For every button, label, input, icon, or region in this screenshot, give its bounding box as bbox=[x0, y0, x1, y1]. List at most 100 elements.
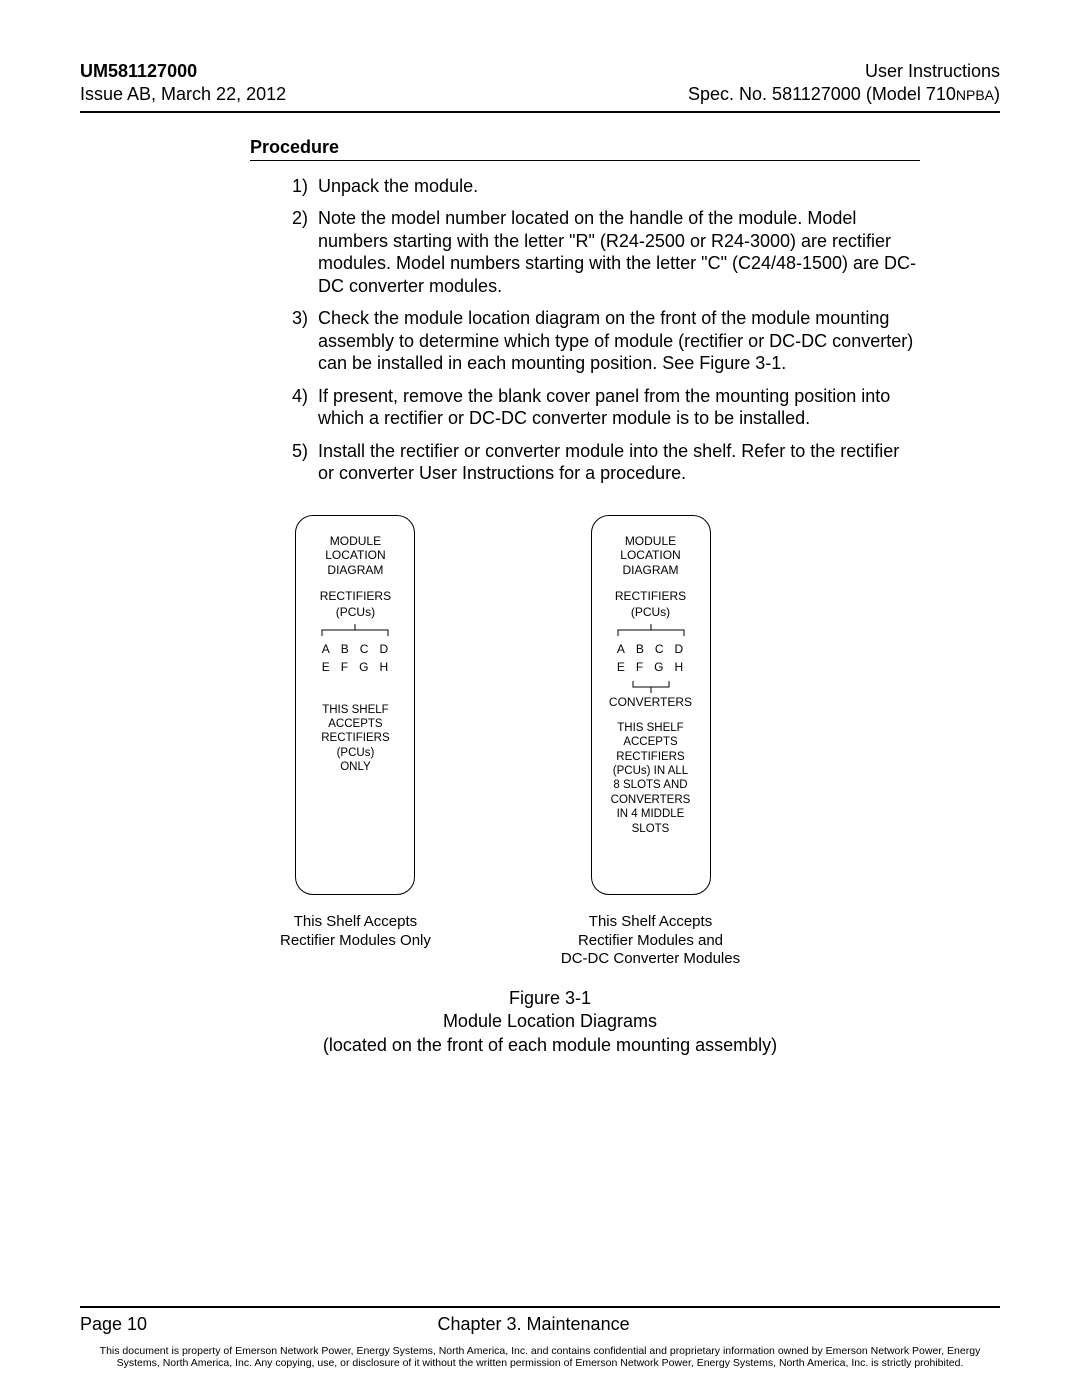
section-heading: Procedure bbox=[250, 137, 920, 161]
page: UM581127000 Issue AB, March 22, 2012 Use… bbox=[0, 0, 1080, 1397]
slot: A bbox=[322, 642, 331, 656]
panel-header-line: LOCATION bbox=[620, 548, 680, 562]
panel-header-line: MODULE bbox=[325, 534, 385, 548]
right-panel-column: MODULE LOCATION DIAGRAM RECTIFIERS (PCUs… bbox=[561, 515, 740, 969]
figure-caption: Figure 3-1 Module Location Diagrams (loc… bbox=[230, 987, 870, 1057]
slot: A bbox=[617, 642, 626, 656]
spec-suffix: ) bbox=[994, 84, 1000, 104]
slot-row-2: E F G H bbox=[322, 660, 389, 674]
accepts-line: CONVERTERS bbox=[611, 793, 691, 807]
slot: E bbox=[322, 660, 331, 674]
panel-header-line: LOCATION bbox=[325, 548, 385, 562]
rectifiers-label: RECTIFIERS bbox=[320, 589, 391, 603]
procedure-step: 2) Note the model number located on the … bbox=[280, 207, 920, 297]
step-text: Unpack the module. bbox=[318, 175, 920, 198]
accepts-line: THIS SHELF bbox=[611, 721, 691, 735]
panel-header: MODULE LOCATION DIAGRAM bbox=[620, 534, 680, 577]
caption-line: Rectifier Modules Only bbox=[280, 932, 431, 951]
accepts-line: ACCEPTS bbox=[611, 735, 691, 749]
doc-type: User Instructions bbox=[688, 60, 1000, 83]
accepts-text: THIS SHELF ACCEPTS RECTIFIERS (PCUs) IN … bbox=[611, 721, 691, 836]
slot: C bbox=[655, 642, 665, 656]
accepts-line: ONLY bbox=[321, 760, 389, 774]
pcus-label: (PCUs) bbox=[336, 605, 375, 619]
accepts-line: RECTIFIERS bbox=[321, 731, 389, 745]
page-header: UM581127000 Issue AB, March 22, 2012 Use… bbox=[80, 60, 1000, 107]
panel-header-line: DIAGRAM bbox=[325, 563, 385, 577]
accepts-line: IN 4 MIDDLE bbox=[611, 807, 691, 821]
legal-notice: This document is property of Emerson Net… bbox=[80, 1345, 1000, 1369]
caption-line: Rectifier Modules and bbox=[561, 932, 740, 951]
slot: F bbox=[636, 660, 644, 674]
step-text: If present, remove the blank cover panel… bbox=[318, 385, 920, 430]
procedure-step: 1) Unpack the module. bbox=[280, 175, 920, 198]
step-number: 1) bbox=[280, 175, 308, 198]
document-id: UM581127000 bbox=[80, 60, 286, 83]
slot: D bbox=[675, 642, 685, 656]
page-number: Page 10 bbox=[80, 1314, 147, 1335]
chapter-title: Chapter 3. Maintenance bbox=[147, 1314, 920, 1335]
step-number: 2) bbox=[280, 207, 308, 297]
left-panel: MODULE LOCATION DIAGRAM RECTIFIERS (PCUs… bbox=[295, 515, 415, 895]
slot: B bbox=[341, 642, 350, 656]
slot: E bbox=[617, 660, 626, 674]
converters-label: CONVERTERS bbox=[609, 695, 692, 709]
spec-small: NPBA bbox=[956, 87, 994, 103]
accepts-line: THIS SHELF bbox=[321, 703, 389, 717]
page-footer: Page 10 Chapter 3. Maintenance This docu… bbox=[80, 1306, 1000, 1369]
bracket-icon bbox=[320, 624, 390, 638]
slot: G bbox=[359, 660, 369, 674]
procedure-step: 5) Install the rectifier or converter mo… bbox=[280, 440, 920, 485]
slot: H bbox=[379, 660, 389, 674]
step-text: Note the model number located on the han… bbox=[318, 207, 920, 297]
left-panel-column: MODULE LOCATION DIAGRAM RECTIFIERS (PCUs… bbox=[280, 515, 431, 969]
figure-number: Figure 3-1 bbox=[230, 987, 870, 1010]
step-number: 4) bbox=[280, 385, 308, 430]
accepts-line: RECTIFIERS bbox=[611, 750, 691, 764]
step-text: Install the rectifier or converter modul… bbox=[318, 440, 920, 485]
accepts-text: THIS SHELF ACCEPTS RECTIFIERS (PCUs) ONL… bbox=[321, 703, 389, 775]
panel-header: MODULE LOCATION DIAGRAM bbox=[325, 534, 385, 577]
left-panel-caption: This Shelf Accepts Rectifier Modules Onl… bbox=[280, 913, 431, 951]
right-panel-caption: This Shelf Accepts Rectifier Modules and… bbox=[561, 913, 740, 969]
pcus-label: (PCUs) bbox=[631, 605, 670, 619]
figure-subtitle: (located on the front of each module mou… bbox=[230, 1034, 870, 1057]
rectifiers-label: RECTIFIERS bbox=[615, 589, 686, 603]
slot-row-1: A B C D bbox=[322, 642, 389, 656]
footer-rule bbox=[80, 1306, 1000, 1308]
spec-line: Spec. No. 581127000 (Model 710NPBA) bbox=[688, 83, 1000, 106]
spec-prefix: Spec. No. 581127000 (Model 710 bbox=[688, 84, 956, 104]
step-number: 5) bbox=[280, 440, 308, 485]
caption-line: This Shelf Accepts bbox=[561, 913, 740, 932]
step-text: Check the module location diagram on the… bbox=[318, 307, 920, 375]
step-number: 3) bbox=[280, 307, 308, 375]
header-right: User Instructions Spec. No. 581127000 (M… bbox=[688, 60, 1000, 107]
panel-header-line: DIAGRAM bbox=[620, 563, 680, 577]
right-panel: MODULE LOCATION DIAGRAM RECTIFIERS (PCUs… bbox=[591, 515, 711, 895]
bracket-icon bbox=[616, 624, 686, 638]
figure-title: Module Location Diagrams bbox=[230, 1010, 870, 1033]
slot: G bbox=[654, 660, 664, 674]
bracket-down-icon bbox=[631, 679, 671, 693]
footer-spacer bbox=[920, 1314, 1000, 1335]
slot: C bbox=[360, 642, 370, 656]
procedure-step: 3) Check the module location diagram on … bbox=[280, 307, 920, 375]
figure-area: MODULE LOCATION DIAGRAM RECTIFIERS (PCUs… bbox=[280, 515, 920, 969]
slot-row-1: A B C D bbox=[617, 642, 684, 656]
accepts-line: ACCEPTS bbox=[321, 717, 389, 731]
caption-line: This Shelf Accepts bbox=[280, 913, 431, 932]
caption-line: DC-DC Converter Modules bbox=[561, 950, 740, 969]
procedure-step: 4) If present, remove the blank cover pa… bbox=[280, 385, 920, 430]
accepts-line: (PCUs) IN ALL bbox=[611, 764, 691, 778]
panel-header-line: MODULE bbox=[620, 534, 680, 548]
header-left: UM581127000 Issue AB, March 22, 2012 bbox=[80, 60, 286, 107]
accepts-line: SLOTS bbox=[611, 822, 691, 836]
header-rule bbox=[80, 111, 1000, 113]
slot: H bbox=[675, 660, 685, 674]
slot: B bbox=[636, 642, 645, 656]
footer-row: Page 10 Chapter 3. Maintenance bbox=[80, 1314, 1000, 1335]
issue-line: Issue AB, March 22, 2012 bbox=[80, 83, 286, 106]
procedure-list: 1) Unpack the module. 2) Note the model … bbox=[280, 175, 920, 485]
slot: F bbox=[341, 660, 349, 674]
accepts-line: (PCUs) bbox=[321, 746, 389, 760]
